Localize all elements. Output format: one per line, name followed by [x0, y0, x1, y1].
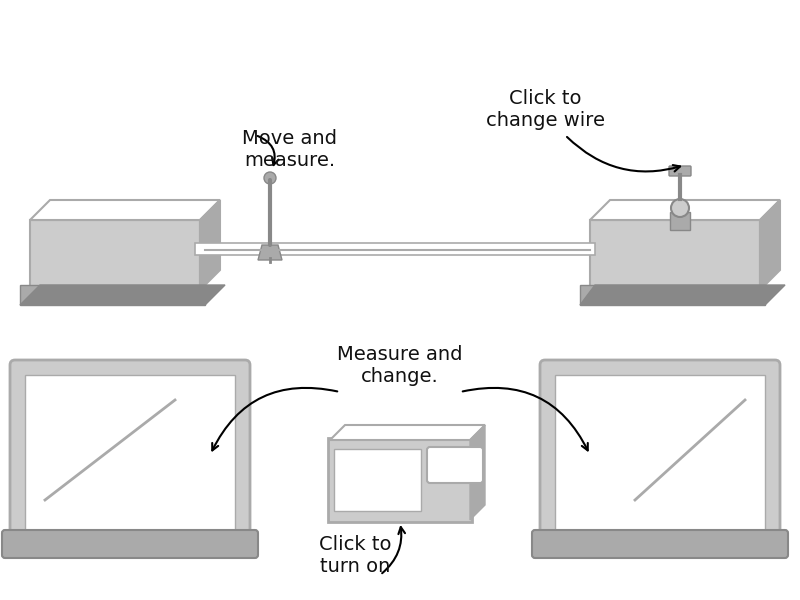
FancyBboxPatch shape [555, 375, 765, 530]
FancyBboxPatch shape [669, 166, 691, 176]
FancyBboxPatch shape [334, 449, 421, 511]
Polygon shape [20, 285, 225, 305]
Polygon shape [590, 200, 780, 220]
FancyArrowPatch shape [567, 137, 680, 172]
Polygon shape [330, 425, 485, 440]
Polygon shape [258, 245, 282, 260]
Text: Click to
turn on: Click to turn on [318, 535, 391, 575]
Text: Click to
change wire: Click to change wire [486, 89, 605, 130]
Circle shape [671, 199, 689, 217]
FancyBboxPatch shape [540, 360, 780, 545]
FancyBboxPatch shape [195, 243, 595, 255]
Text: Measure and
change.: Measure and change. [338, 344, 462, 385]
Polygon shape [30, 200, 220, 220]
Polygon shape [760, 200, 780, 290]
FancyArrowPatch shape [462, 388, 588, 451]
Text: Move and
measure.: Move and measure. [242, 130, 338, 170]
FancyArrowPatch shape [258, 136, 278, 165]
Polygon shape [200, 200, 220, 290]
FancyBboxPatch shape [2, 530, 258, 558]
FancyBboxPatch shape [580, 285, 765, 305]
FancyBboxPatch shape [10, 360, 250, 545]
FancyBboxPatch shape [328, 438, 472, 522]
Polygon shape [470, 425, 485, 520]
FancyBboxPatch shape [25, 375, 235, 530]
FancyArrowPatch shape [382, 527, 405, 573]
FancyArrowPatch shape [212, 388, 338, 451]
FancyBboxPatch shape [670, 212, 690, 230]
FancyBboxPatch shape [20, 285, 205, 305]
FancyBboxPatch shape [532, 530, 788, 558]
Polygon shape [580, 285, 785, 305]
FancyBboxPatch shape [427, 447, 483, 483]
FancyBboxPatch shape [590, 220, 760, 290]
FancyBboxPatch shape [30, 220, 200, 290]
Circle shape [264, 172, 276, 184]
